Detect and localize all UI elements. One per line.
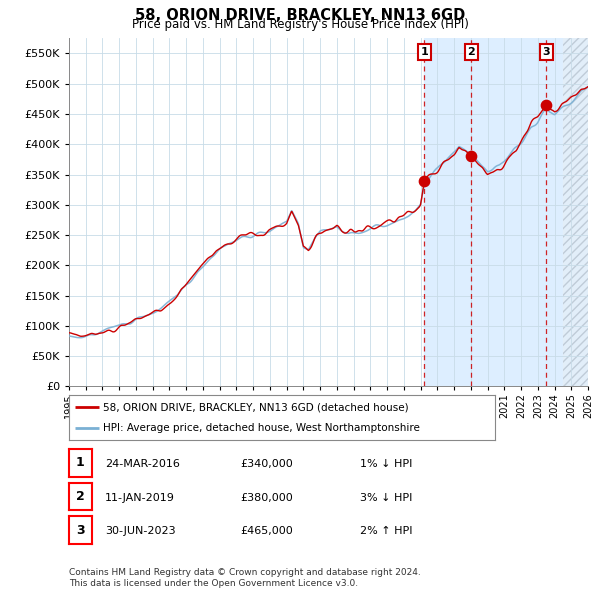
Text: £340,000: £340,000 — [240, 459, 293, 469]
Text: 3% ↓ HPI: 3% ↓ HPI — [360, 493, 412, 503]
Text: Contains HM Land Registry data © Crown copyright and database right 2024.: Contains HM Land Registry data © Crown c… — [69, 568, 421, 576]
Point — [467, 152, 476, 161]
Text: 1: 1 — [421, 47, 428, 57]
Text: 24-MAR-2016: 24-MAR-2016 — [105, 459, 180, 469]
Text: 11-JAN-2019: 11-JAN-2019 — [105, 493, 175, 503]
Text: 2: 2 — [467, 47, 475, 57]
Text: 2% ↑ HPI: 2% ↑ HPI — [360, 526, 413, 536]
Point — [419, 176, 429, 185]
Text: Price paid vs. HM Land Registry's House Price Index (HPI): Price paid vs. HM Land Registry's House … — [131, 18, 469, 31]
Text: 3: 3 — [542, 47, 550, 57]
Text: 1: 1 — [76, 457, 85, 470]
Point — [541, 100, 551, 110]
Text: HPI: Average price, detached house, West Northamptonshire: HPI: Average price, detached house, West… — [103, 422, 420, 432]
Bar — [424, 38, 588, 386]
Text: £380,000: £380,000 — [240, 493, 293, 503]
Text: This data is licensed under the Open Government Licence v3.0.: This data is licensed under the Open Gov… — [69, 579, 358, 588]
Text: 58, ORION DRIVE, BRACKLEY, NN13 6GD: 58, ORION DRIVE, BRACKLEY, NN13 6GD — [135, 8, 465, 22]
Text: 1% ↓ HPI: 1% ↓ HPI — [360, 459, 412, 469]
Bar — [563, 38, 588, 386]
Text: 58, ORION DRIVE, BRACKLEY, NN13 6GD (detached house): 58, ORION DRIVE, BRACKLEY, NN13 6GD (det… — [103, 402, 409, 412]
Text: £465,000: £465,000 — [240, 526, 293, 536]
Text: 3: 3 — [76, 524, 85, 537]
Text: 30-JUN-2023: 30-JUN-2023 — [105, 526, 176, 536]
Bar — [563, 38, 588, 386]
Text: 2: 2 — [76, 490, 85, 503]
